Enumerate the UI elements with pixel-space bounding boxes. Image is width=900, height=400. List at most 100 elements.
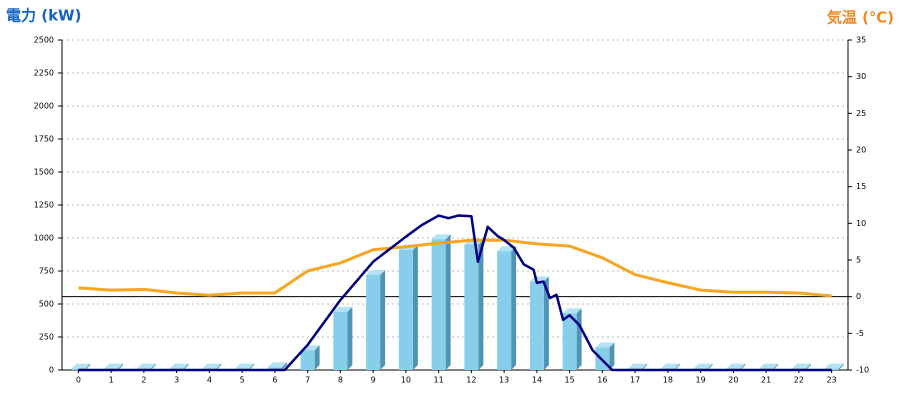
bar-top (562, 308, 582, 314)
bar-side (740, 363, 746, 370)
y-tick-label: 1750 (34, 135, 54, 144)
bar-top (497, 246, 517, 252)
bar-top (366, 269, 386, 275)
x-tick-label: 11 (434, 376, 444, 385)
bar-front (529, 281, 544, 370)
bar-top (431, 234, 451, 240)
y2-tick-label: 30 (856, 72, 866, 81)
bar-side (707, 363, 713, 370)
bar-front (464, 244, 479, 370)
bar-top (71, 363, 91, 369)
bar-top (660, 363, 680, 369)
x-tick-label: 6 (272, 376, 277, 385)
x-tick-label: 12 (466, 376, 476, 385)
x-tick-label: 14 (532, 376, 542, 385)
x-tick-label: 18 (663, 376, 673, 385)
bar-front (431, 239, 446, 370)
y2-tick-label: 15 (856, 182, 866, 191)
x-tick-label: 15 (565, 376, 575, 385)
bar-side (805, 363, 811, 370)
x-tick-label: 22 (794, 376, 804, 385)
x-tick-label: 5 (240, 376, 245, 385)
bar-top (202, 363, 222, 369)
y2-axis-title: 気温 (℃) (827, 9, 894, 27)
bar-top (595, 342, 615, 348)
y2-tick-label: 25 (856, 109, 866, 118)
bar-side (543, 276, 549, 370)
y2-tick-label: -10 (856, 366, 869, 375)
bar-top (759, 363, 779, 369)
bar-side (118, 363, 124, 370)
y-tick-label: 0 (49, 366, 54, 375)
x-tick-label: 17 (630, 376, 640, 385)
bar-front (300, 350, 315, 370)
bar-top (824, 363, 844, 369)
bar-side (674, 363, 680, 370)
bar-front (562, 313, 577, 370)
y-axis-title: 電力 (kW) (6, 7, 81, 25)
y-tick-label: 2000 (34, 102, 54, 111)
bar-top (693, 363, 713, 369)
bar-side (249, 363, 255, 370)
x-tick-label: 19 (696, 376, 706, 385)
bar (267, 362, 287, 370)
x-tick-label: 10 (401, 376, 411, 385)
bar (366, 269, 386, 370)
temperature-line (78, 238, 832, 298)
bar-front (497, 251, 512, 370)
bar-side (412, 244, 418, 370)
x-tick-label: 13 (499, 376, 509, 385)
bar-side (576, 308, 582, 370)
bar-side (216, 363, 222, 370)
bar-side (281, 362, 287, 370)
y2-tick-label: 0 (856, 292, 861, 301)
bar-front (398, 249, 413, 370)
x-tick-label: 0 (76, 376, 81, 385)
y-tick-label: 750 (39, 267, 54, 276)
bar-side (183, 363, 189, 370)
y-tick-label: 2500 (34, 36, 54, 45)
y-tick-label: 1500 (34, 168, 54, 177)
x-tick-label: 23 (827, 376, 837, 385)
y-tick-label: 250 (39, 333, 54, 342)
bar-top (169, 363, 189, 369)
bar-side (609, 342, 615, 370)
bar-side (347, 306, 353, 370)
x-tick-label: 9 (371, 376, 376, 385)
bar-top (333, 306, 353, 312)
x-tick-label: 8 (338, 376, 343, 385)
bar-side (642, 363, 648, 370)
bar-front (267, 367, 282, 370)
bar (497, 246, 517, 370)
x-tick-label: 16 (597, 376, 607, 385)
y-tick-label: 500 (39, 300, 54, 309)
bar-top (267, 362, 287, 368)
y-tick-label: 1000 (34, 234, 54, 243)
y2-tick-label: 20 (856, 146, 866, 155)
bar-top (104, 363, 124, 369)
bar-side (478, 239, 484, 370)
bar (300, 345, 320, 370)
y-tick-label: 2250 (34, 69, 54, 78)
x-tick-label: 20 (728, 376, 738, 385)
bar-side (85, 363, 91, 370)
bar-front (333, 311, 348, 370)
bar (431, 234, 451, 370)
bar-side (838, 363, 844, 370)
x-tick-label: 4 (207, 376, 212, 385)
y2-tick-label: 35 (856, 36, 866, 45)
bar-top (726, 363, 746, 369)
bar (333, 306, 353, 370)
bar-side (445, 234, 451, 370)
y2-tick-label: 10 (856, 219, 866, 228)
y2-tick-label: 5 (856, 256, 861, 265)
bar-top (791, 363, 811, 369)
x-tick-label: 21 (761, 376, 771, 385)
bar-side (150, 363, 156, 370)
x-tick-label: 1 (109, 376, 114, 385)
bar (398, 244, 418, 370)
bar-side (511, 246, 517, 370)
x-tick-label: 7 (305, 376, 310, 385)
bar-side (773, 363, 779, 370)
